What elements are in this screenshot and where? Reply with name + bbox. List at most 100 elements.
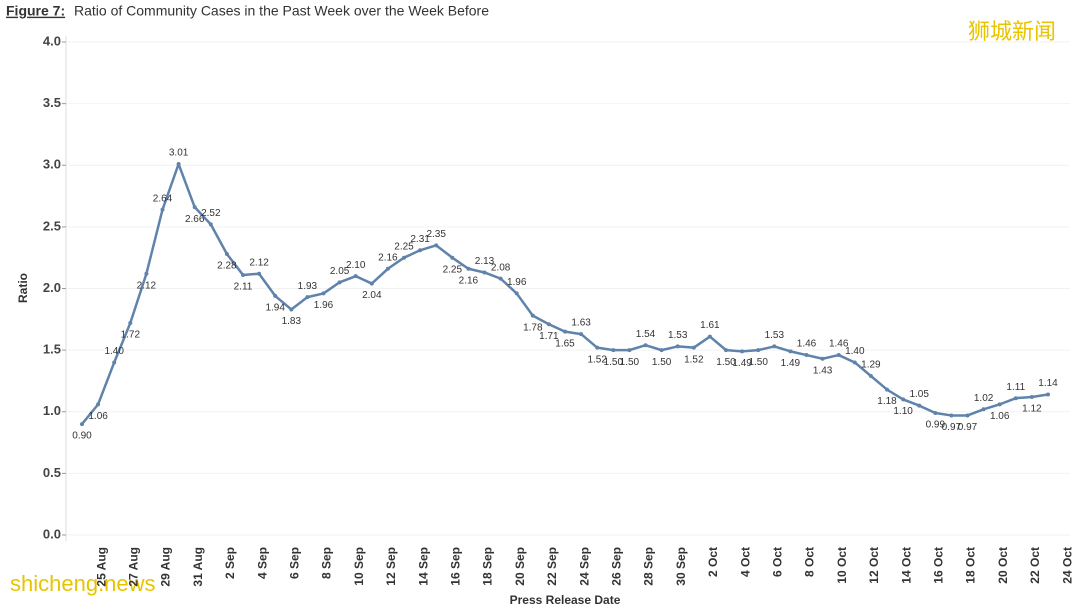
y-tick-label: 0.5 — [43, 465, 61, 480]
value-label: 1.49 — [732, 358, 752, 369]
point — [482, 270, 487, 275]
point — [659, 348, 664, 353]
value-label: 1.53 — [765, 330, 785, 341]
value-label: 1.50 — [716, 357, 736, 368]
value-label: 1.96 — [507, 277, 527, 288]
x-tick-label: 29 Aug — [159, 547, 173, 587]
value-label: 1.50 — [620, 357, 640, 368]
point — [289, 307, 294, 312]
value-label: 1.05 — [909, 389, 929, 400]
value-label: 0.97 — [942, 422, 962, 433]
y-tick-label: 3.0 — [43, 157, 61, 172]
point — [868, 374, 873, 379]
x-tick-label: 10 Sep — [352, 547, 366, 586]
value-label: 1.29 — [861, 360, 881, 371]
watermark: shicheng.news — [10, 571, 156, 596]
value-label: 1.02 — [974, 393, 994, 404]
x-tick-label: 6 Oct — [770, 547, 784, 577]
value-label: 2.05 — [330, 266, 350, 277]
point — [418, 248, 423, 253]
value-label: 1.78 — [523, 322, 543, 333]
value-label: 1.11 — [1006, 382, 1025, 393]
x-tick-label: 8 Oct — [803, 547, 817, 577]
y-tick-label: 4.0 — [43, 33, 61, 48]
x-tick-label: 14 Sep — [416, 547, 430, 586]
point — [852, 360, 857, 365]
x-tick-label: 20 Sep — [513, 547, 527, 586]
point — [724, 348, 728, 353]
value-label: 1.46 — [829, 339, 849, 350]
y-tick-label: 1.0 — [43, 403, 61, 418]
point — [965, 413, 970, 418]
figure-label: Figure 7: — [6, 3, 65, 19]
x-tick-label: 28 Sep — [642, 547, 656, 586]
point — [434, 243, 439, 248]
y-tick-label: 3.5 — [43, 95, 61, 110]
value-label: 1.52 — [587, 354, 607, 365]
value-label: 1.18 — [877, 396, 897, 407]
point — [144, 271, 149, 276]
value-label: 1.10 — [893, 406, 913, 417]
value-label: 1.65 — [555, 338, 575, 349]
value-label: 1.06 — [990, 411, 1010, 422]
x-tick-label: 6 Sep — [287, 547, 301, 579]
chart-title: Ratio of Community Cases in the Past Wee… — [74, 3, 489, 19]
value-label: 2.04 — [362, 290, 382, 301]
point — [756, 348, 761, 353]
point — [595, 345, 600, 350]
point — [160, 207, 165, 212]
value-label: 1.50 — [604, 357, 624, 368]
x-tick-label: 10 Oct — [835, 547, 849, 584]
point — [208, 222, 213, 227]
value-label: 1.61 — [700, 320, 720, 331]
point — [579, 332, 584, 337]
value-label: 2.31 — [410, 234, 430, 245]
value-label: 2.12 — [137, 280, 157, 291]
y-tick-label: 0.0 — [43, 526, 61, 541]
point — [1029, 394, 1034, 399]
value-label: 2.10 — [346, 260, 366, 271]
x-tick-label: 24 Oct — [1060, 547, 1074, 584]
point — [1013, 396, 1018, 401]
value-label: 1.40 — [845, 346, 865, 357]
point — [337, 280, 342, 285]
value-label: 1.83 — [282, 316, 302, 327]
point — [836, 353, 841, 358]
value-label: 2.64 — [153, 193, 173, 204]
point — [273, 293, 278, 298]
value-label: 1.50 — [652, 357, 672, 368]
value-label: 1.71 — [539, 331, 559, 342]
x-tick-label: 22 Oct — [1028, 547, 1042, 584]
point — [498, 276, 503, 281]
value-label: 1.52 — [684, 354, 704, 365]
y-axis-label: Ratio — [16, 273, 30, 303]
value-label: 1.93 — [298, 281, 318, 292]
point — [933, 410, 938, 415]
point — [740, 349, 745, 354]
value-label: 1.53 — [668, 330, 688, 341]
x-tick-label: 8 Sep — [320, 547, 334, 579]
point — [257, 271, 262, 276]
point — [1046, 392, 1050, 397]
point — [192, 205, 197, 210]
x-tick-label: 30 Sep — [674, 547, 688, 586]
value-label: 1.72 — [121, 330, 141, 341]
x-tick-label: 12 Sep — [384, 547, 398, 586]
value-label: 1.63 — [571, 318, 591, 329]
x-tick-label: 12 Oct — [867, 547, 881, 584]
value-label: 1.54 — [636, 329, 656, 340]
point — [804, 353, 809, 358]
point — [820, 356, 825, 361]
point — [385, 266, 390, 271]
point — [321, 291, 326, 296]
x-tick-label: 31 Aug — [191, 547, 205, 587]
point — [788, 349, 793, 354]
x-tick-label: 16 Sep — [448, 547, 462, 586]
value-label: 2.25 — [443, 264, 463, 275]
value-label: 1.06 — [88, 411, 108, 422]
x-tick-label: 27 Aug — [126, 547, 140, 587]
point — [563, 329, 567, 334]
point — [917, 403, 922, 408]
point — [981, 407, 986, 412]
